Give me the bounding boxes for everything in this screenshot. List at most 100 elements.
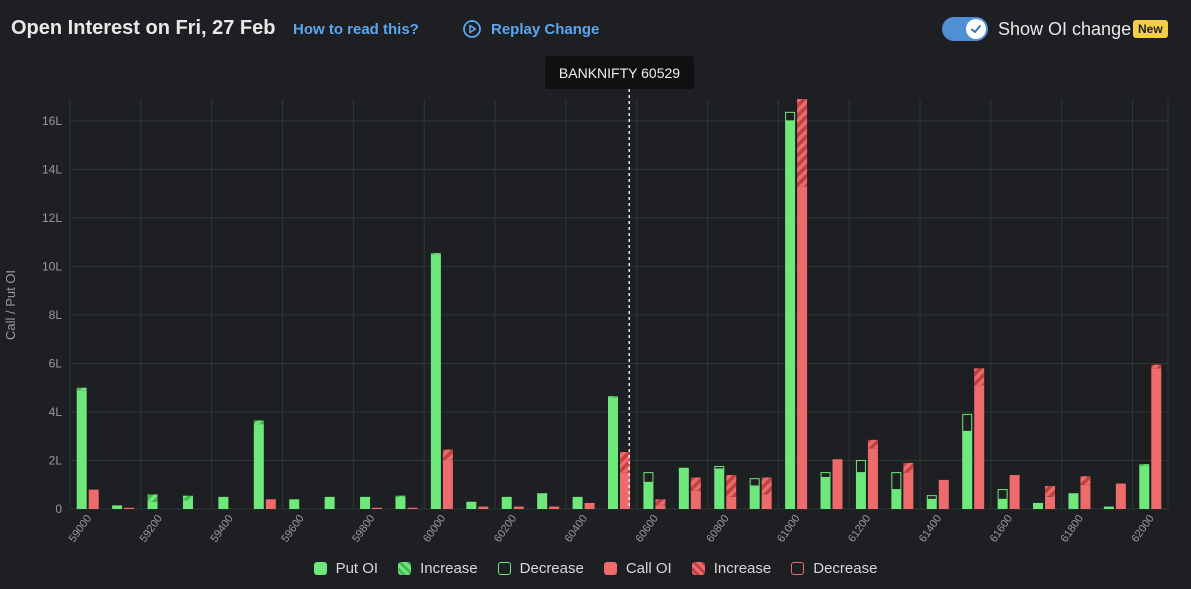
strike-group bbox=[714, 466, 737, 509]
new-badge: New bbox=[1133, 20, 1168, 38]
strike-group bbox=[749, 477, 772, 509]
legend-item[interactable]: Decrease bbox=[497, 560, 584, 577]
strike-group bbox=[643, 472, 666, 509]
call-oi-bar bbox=[1009, 475, 1020, 509]
y-tick-label: 10L bbox=[42, 259, 62, 273]
put-oi-bar bbox=[324, 496, 335, 509]
put-oi-decrease-bar bbox=[891, 472, 902, 491]
put-oi-decrease-bar bbox=[749, 478, 760, 487]
legend-label: Increase bbox=[420, 560, 478, 577]
put-oi-bar bbox=[572, 496, 583, 509]
legend-item[interactable]: Increase bbox=[691, 560, 772, 577]
call-oi-bar bbox=[726, 496, 737, 509]
x-tick-label: 61600 bbox=[988, 513, 1015, 545]
legend-item[interactable]: Call OI bbox=[603, 560, 672, 577]
y-tick-label: 4L bbox=[49, 405, 63, 419]
call-oi-bar bbox=[88, 489, 99, 509]
x-tick-label: 59600 bbox=[279, 513, 306, 545]
put-oi-bar bbox=[1033, 502, 1044, 509]
call-oi-bar bbox=[124, 507, 135, 509]
legend-swatch bbox=[398, 562, 412, 575]
call-oi-bar bbox=[513, 506, 524, 509]
call-oi-increase-bar bbox=[442, 449, 453, 461]
put-oi-bar bbox=[182, 500, 193, 509]
call-oi-bar bbox=[690, 490, 701, 509]
call-oi-increase-bar bbox=[1151, 364, 1162, 369]
put-oi-bar bbox=[678, 467, 689, 509]
y-tick-label: 8L bbox=[49, 308, 63, 322]
put-oi-bar bbox=[289, 499, 300, 509]
put-oi-increase-bar bbox=[430, 253, 441, 255]
legend-item[interactable]: Decrease bbox=[791, 560, 877, 577]
call-oi-bar bbox=[549, 506, 560, 509]
put-oi-decrease-bar bbox=[962, 413, 973, 432]
call-oi-bar bbox=[478, 506, 489, 509]
strike-group bbox=[1139, 364, 1162, 509]
legend-label: Increase bbox=[713, 560, 772, 577]
call-oi-bar bbox=[1045, 496, 1056, 509]
spot-price-label: BANKNIFTY 60529 bbox=[545, 56, 694, 89]
put-oi-bar bbox=[997, 499, 1008, 509]
x-tick-label: 60600 bbox=[633, 513, 660, 545]
strike-group bbox=[182, 495, 193, 509]
put-oi-bar bbox=[643, 482, 654, 509]
put-oi-bar bbox=[253, 424, 264, 509]
strike-group bbox=[360, 496, 383, 509]
legend-swatch bbox=[603, 562, 617, 575]
call-oi-bar bbox=[1151, 368, 1162, 509]
call-oi-bar bbox=[761, 494, 772, 509]
x-axis: 59000 59200 59400 59600 59800 60000 60200 60400… bbox=[67, 513, 1157, 545]
legend-swatch bbox=[497, 562, 511, 575]
legend-swatch bbox=[791, 562, 805, 575]
strike-group bbox=[572, 496, 595, 509]
put-oi-bar bbox=[926, 499, 937, 509]
y-tick-label: 12L bbox=[42, 211, 62, 225]
call-oi-increase-bar bbox=[974, 368, 985, 386]
call-oi-increase-bar bbox=[655, 499, 666, 506]
put-oi-bar bbox=[147, 501, 158, 509]
how-to-read-link[interactable]: How to read this? bbox=[293, 21, 419, 38]
legend-item[interactable]: Increase bbox=[398, 560, 478, 577]
call-oi-bar bbox=[1080, 484, 1091, 509]
call-oi-bar bbox=[867, 448, 878, 509]
strike-group bbox=[1103, 483, 1126, 509]
x-tick-label: 59400 bbox=[208, 513, 235, 545]
put-oi-increase-bar bbox=[147, 494, 158, 502]
call-oi-bar bbox=[265, 499, 276, 509]
put-oi-bar bbox=[112, 505, 123, 509]
strike-group bbox=[891, 462, 914, 509]
put-oi-increase-bar bbox=[395, 495, 406, 497]
y-tick-label: 0 bbox=[55, 502, 62, 516]
strike-group bbox=[608, 396, 630, 509]
strike-group bbox=[430, 253, 453, 509]
call-oi-bar bbox=[620, 472, 630, 509]
x-tick-label: 61800 bbox=[1059, 513, 1086, 545]
strike-group bbox=[855, 439, 878, 509]
oi-chart: 0 2L 4L 6L 8L 10L 12L 14L 16L 59000 59200 59400 596… bbox=[3, 89, 1169, 545]
put-oi-decrease-bar bbox=[855, 459, 866, 474]
call-oi-bar bbox=[974, 385, 985, 509]
header: Open Interest on Fri, 27 Feb How to read… bbox=[0, 0, 1191, 58]
show-oi-change-toggle[interactable] bbox=[942, 17, 988, 41]
call-oi-increase-bar bbox=[726, 475, 737, 497]
put-oi-decrease-bar bbox=[714, 466, 725, 470]
x-tick-label: 61200 bbox=[846, 513, 873, 545]
strike-group bbox=[76, 387, 99, 509]
call-oi-bar bbox=[1115, 483, 1126, 509]
legend-label: Decrease bbox=[813, 560, 878, 577]
call-oi-increase-bar bbox=[620, 451, 630, 473]
call-oi-bar bbox=[372, 507, 383, 509]
put-oi-bar bbox=[855, 472, 866, 509]
put-oi-increase-bar bbox=[253, 420, 264, 425]
strike-group bbox=[395, 495, 418, 509]
replay-change-label: Replay Change bbox=[491, 20, 600, 38]
call-oi-increase-bar bbox=[867, 439, 878, 449]
legend: Put OI Increase Decrease Call OI Increase Dec… bbox=[0, 560, 1191, 577]
legend-item[interactable]: Put OI bbox=[313, 560, 379, 577]
legend-label: Put OI bbox=[335, 560, 379, 577]
y-tick-label: 6L bbox=[49, 356, 63, 370]
x-tick-label: 60000 bbox=[421, 513, 448, 545]
replay-change-button[interactable]: Replay Change bbox=[462, 19, 599, 39]
call-oi-bar bbox=[407, 507, 418, 509]
call-oi-bar bbox=[584, 502, 595, 509]
